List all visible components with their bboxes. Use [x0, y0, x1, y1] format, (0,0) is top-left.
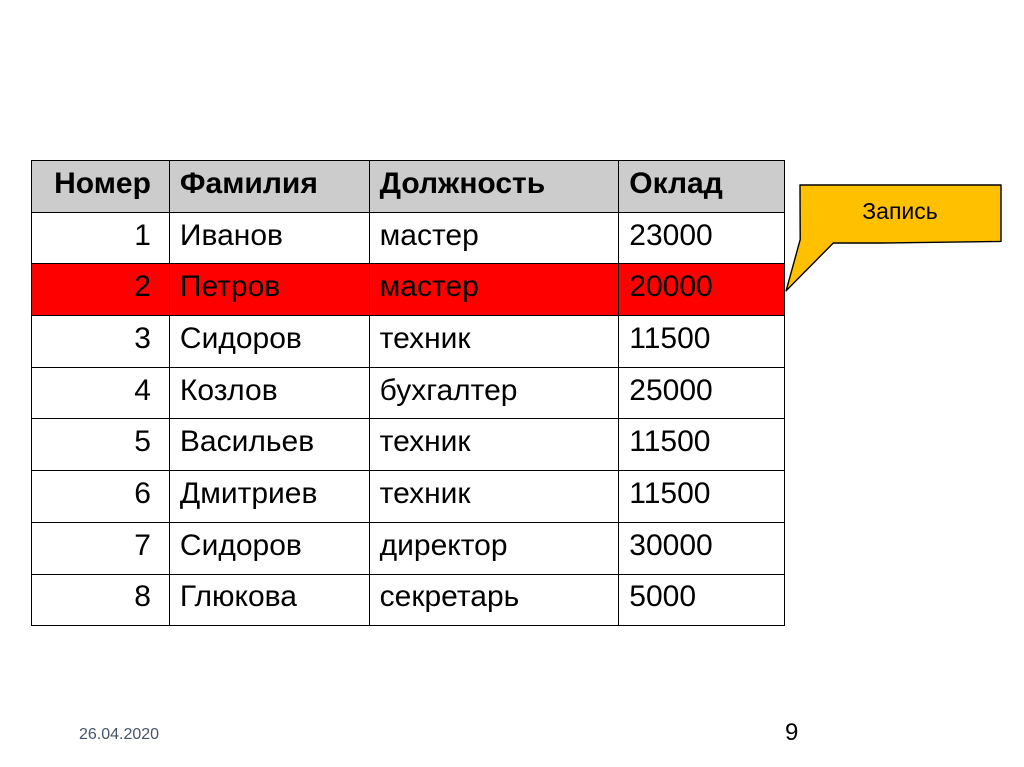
svg-text:Запись: Запись	[862, 198, 937, 224]
